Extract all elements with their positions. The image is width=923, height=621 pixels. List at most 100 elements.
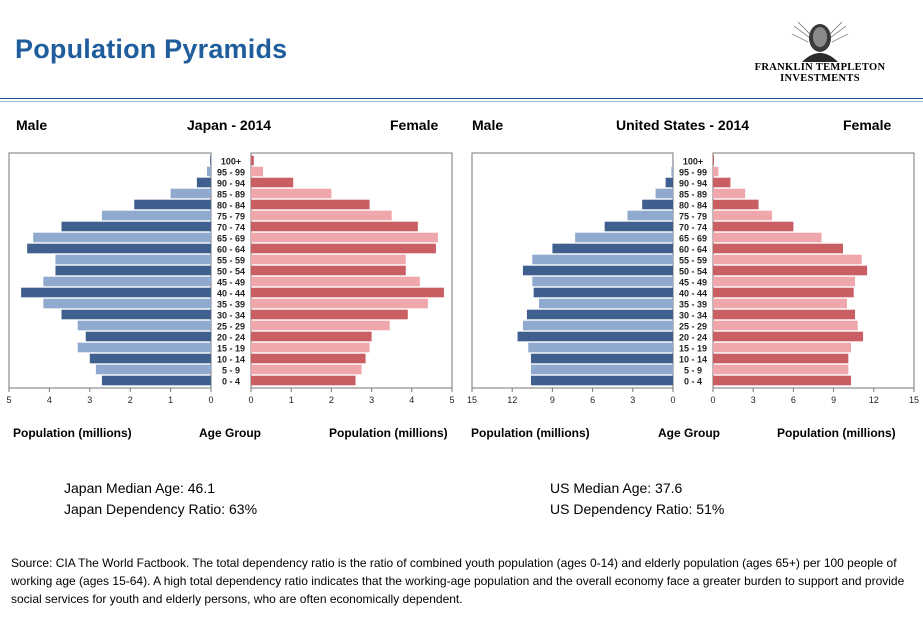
us-age-label: 0 - 4	[684, 376, 702, 386]
us-male-bar	[533, 287, 673, 298]
japan-female-bar	[251, 298, 428, 309]
us-male-bar	[522, 265, 673, 276]
japan-age-label: 0 - 4	[222, 376, 240, 386]
japan-age-label: 25 - 29	[217, 321, 245, 331]
japan-age-label: 85 - 89	[217, 189, 245, 199]
us-female-tick-label: 6	[791, 395, 796, 405]
us-female-bar	[713, 210, 772, 221]
us-female-bar	[713, 342, 852, 353]
japan-male-tick-label: 1	[168, 395, 173, 405]
japan-male-bar	[210, 155, 211, 166]
japan-male-bar	[77, 342, 212, 353]
us-age-label: 95 - 99	[679, 167, 707, 177]
japan-age-label: 95 - 99	[217, 167, 245, 177]
japan-female-bar	[251, 276, 420, 287]
us-male-bar	[522, 320, 673, 331]
japan-male-bar	[170, 188, 211, 199]
japan-xlabel-right: Population (millions)	[329, 426, 448, 440]
japan-female-bar	[251, 221, 418, 232]
japan-male-bar	[206, 166, 211, 177]
japan-male-bar	[55, 254, 212, 265]
us-female-bar	[713, 221, 794, 232]
japan-male-bar	[77, 320, 212, 331]
japan-male-bar	[101, 210, 211, 221]
japan-xlabel-center: Age Group	[199, 426, 261, 440]
us-age-label: 20 - 24	[679, 332, 707, 342]
us-female-bar	[713, 331, 864, 342]
japan-female-bar	[251, 320, 390, 331]
japan-male-tick-label: 4	[47, 395, 52, 405]
us-female-tick-label: 9	[831, 395, 836, 405]
japan-female-label: Female	[390, 117, 439, 133]
us-male-tick-label: 9	[550, 395, 555, 405]
us-age-label: 10 - 14	[679, 354, 707, 364]
us-female-bar	[713, 166, 719, 177]
japan-male-tick-label: 5	[6, 395, 11, 405]
us-age-label: 35 - 39	[679, 299, 707, 309]
japan-female-bar	[251, 375, 356, 386]
us-female-tick-label: 0	[710, 395, 715, 405]
japan-age-label: 65 - 69	[217, 233, 245, 243]
japan-female-tick-label: 3	[369, 395, 374, 405]
japan-female-bar	[251, 342, 370, 353]
us-age-label: 85 - 89	[679, 189, 707, 199]
us-female-bar	[713, 309, 856, 320]
us-age-label: 45 - 49	[679, 277, 707, 287]
us-female-bar	[713, 188, 746, 199]
us-male-bar	[530, 375, 673, 386]
japan-female-bar	[251, 254, 406, 265]
japan-age-label: 15 - 19	[217, 343, 245, 353]
us-male-bar	[642, 199, 673, 210]
japan-female-bar	[251, 287, 444, 298]
japan-male-bar	[61, 309, 211, 320]
japan-age-label: 55 - 59	[217, 255, 245, 265]
us-female-bar	[713, 375, 852, 386]
us-age-label: 65 - 69	[679, 233, 707, 243]
us-female-tick-label: 15	[909, 395, 919, 405]
header-divider-secondary	[0, 101, 923, 102]
japan-male-bar	[21, 287, 212, 298]
japan-male-bar	[196, 177, 211, 188]
us-female-bar	[713, 353, 849, 364]
japan-female-bar	[251, 188, 332, 199]
japan-male-bar	[27, 243, 212, 254]
us-male-bar	[655, 188, 673, 199]
japan-age-label: 35 - 39	[217, 299, 245, 309]
japan-male-bar	[85, 331, 211, 342]
japan-female-bar	[251, 210, 392, 221]
japan-chart-title: Japan - 2014	[187, 117, 272, 133]
header-divider	[0, 98, 923, 99]
us-chart-title: United States - 2014	[616, 117, 750, 133]
japan-female-bar	[251, 364, 362, 375]
japan-dependency-ratio: Japan Dependency Ratio: 63%	[64, 501, 258, 517]
us-male-tick-label: 12	[507, 395, 517, 405]
us-female-bar	[713, 155, 714, 166]
us-female-bar	[713, 177, 731, 188]
us-age-label: 50 - 54	[679, 266, 707, 276]
benjamin-franklin-portrait-icon	[791, 21, 849, 62]
japan-female-bar	[251, 155, 254, 166]
us-male-tick-label: 6	[590, 395, 595, 405]
japan-age-label: 90 - 94	[217, 178, 245, 188]
japan-female-tick-label: 1	[289, 395, 294, 405]
page-title: Population Pyramids	[15, 34, 288, 64]
us-female-bar	[713, 276, 856, 287]
us-age-label: 30 - 34	[679, 310, 707, 320]
japan-male-bar	[61, 221, 211, 232]
us-male-bar	[627, 210, 673, 221]
japan-male-bar	[89, 353, 211, 364]
us-dependency-ratio: US Dependency Ratio: 51%	[550, 501, 725, 517]
japan-age-label: 50 - 54	[217, 266, 245, 276]
japan-female-bar	[251, 177, 294, 188]
us-male-tick-label: 0	[670, 395, 675, 405]
japan-male-label: Male	[16, 117, 48, 133]
japan-age-label: 30 - 34	[217, 310, 245, 320]
japan-female-tick-label: 0	[248, 395, 253, 405]
us-male-bar	[552, 243, 673, 254]
us-male-bar	[526, 309, 673, 320]
japan-age-label: 75 - 79	[217, 211, 245, 221]
japan-female-bar	[251, 265, 406, 276]
us-xlabel-center: Age Group	[658, 426, 720, 440]
us-age-label: 40 - 44	[679, 288, 707, 298]
